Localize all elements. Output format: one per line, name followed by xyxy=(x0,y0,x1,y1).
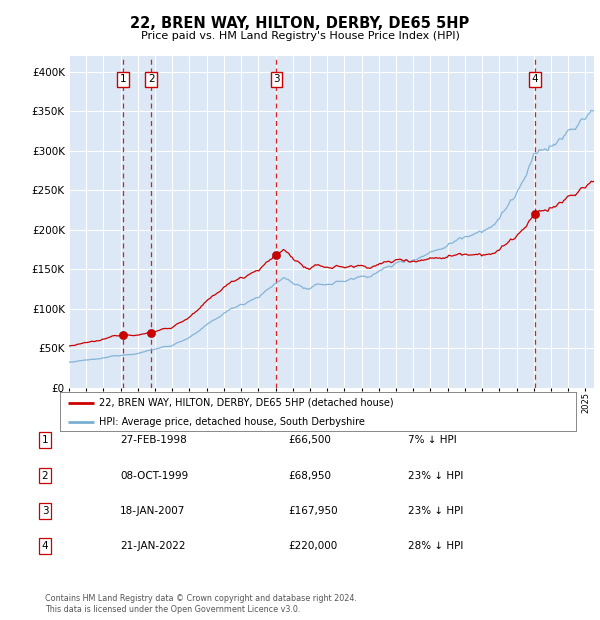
Text: £68,950: £68,950 xyxy=(288,471,331,480)
Text: £220,000: £220,000 xyxy=(288,541,337,551)
Text: 23% ↓ HPI: 23% ↓ HPI xyxy=(408,506,463,516)
Text: £167,950: £167,950 xyxy=(288,506,338,516)
Text: 4: 4 xyxy=(41,541,49,551)
Text: 1: 1 xyxy=(120,74,127,84)
Text: Contains HM Land Registry data © Crown copyright and database right 2024.
This d: Contains HM Land Registry data © Crown c… xyxy=(45,595,357,614)
Text: 23% ↓ HPI: 23% ↓ HPI xyxy=(408,471,463,480)
Text: 21-JAN-2022: 21-JAN-2022 xyxy=(120,541,185,551)
Text: 2: 2 xyxy=(41,471,49,480)
Text: 1: 1 xyxy=(41,435,49,445)
Text: 4: 4 xyxy=(532,74,538,84)
Text: Price paid vs. HM Land Registry's House Price Index (HPI): Price paid vs. HM Land Registry's House … xyxy=(140,31,460,41)
Text: 3: 3 xyxy=(41,506,49,516)
Text: 18-JAN-2007: 18-JAN-2007 xyxy=(120,506,185,516)
Text: £66,500: £66,500 xyxy=(288,435,331,445)
Text: 2: 2 xyxy=(148,74,154,84)
Text: 08-OCT-1999: 08-OCT-1999 xyxy=(120,471,188,480)
Text: 27-FEB-1998: 27-FEB-1998 xyxy=(120,435,187,445)
Text: 3: 3 xyxy=(273,74,280,84)
Text: 22, BREN WAY, HILTON, DERBY, DE65 5HP (detached house): 22, BREN WAY, HILTON, DERBY, DE65 5HP (d… xyxy=(98,398,394,408)
Text: HPI: Average price, detached house, South Derbyshire: HPI: Average price, detached house, Sout… xyxy=(98,417,365,427)
Text: 28% ↓ HPI: 28% ↓ HPI xyxy=(408,541,463,551)
Text: 22, BREN WAY, HILTON, DERBY, DE65 5HP: 22, BREN WAY, HILTON, DERBY, DE65 5HP xyxy=(130,16,470,31)
Text: 7% ↓ HPI: 7% ↓ HPI xyxy=(408,435,457,445)
